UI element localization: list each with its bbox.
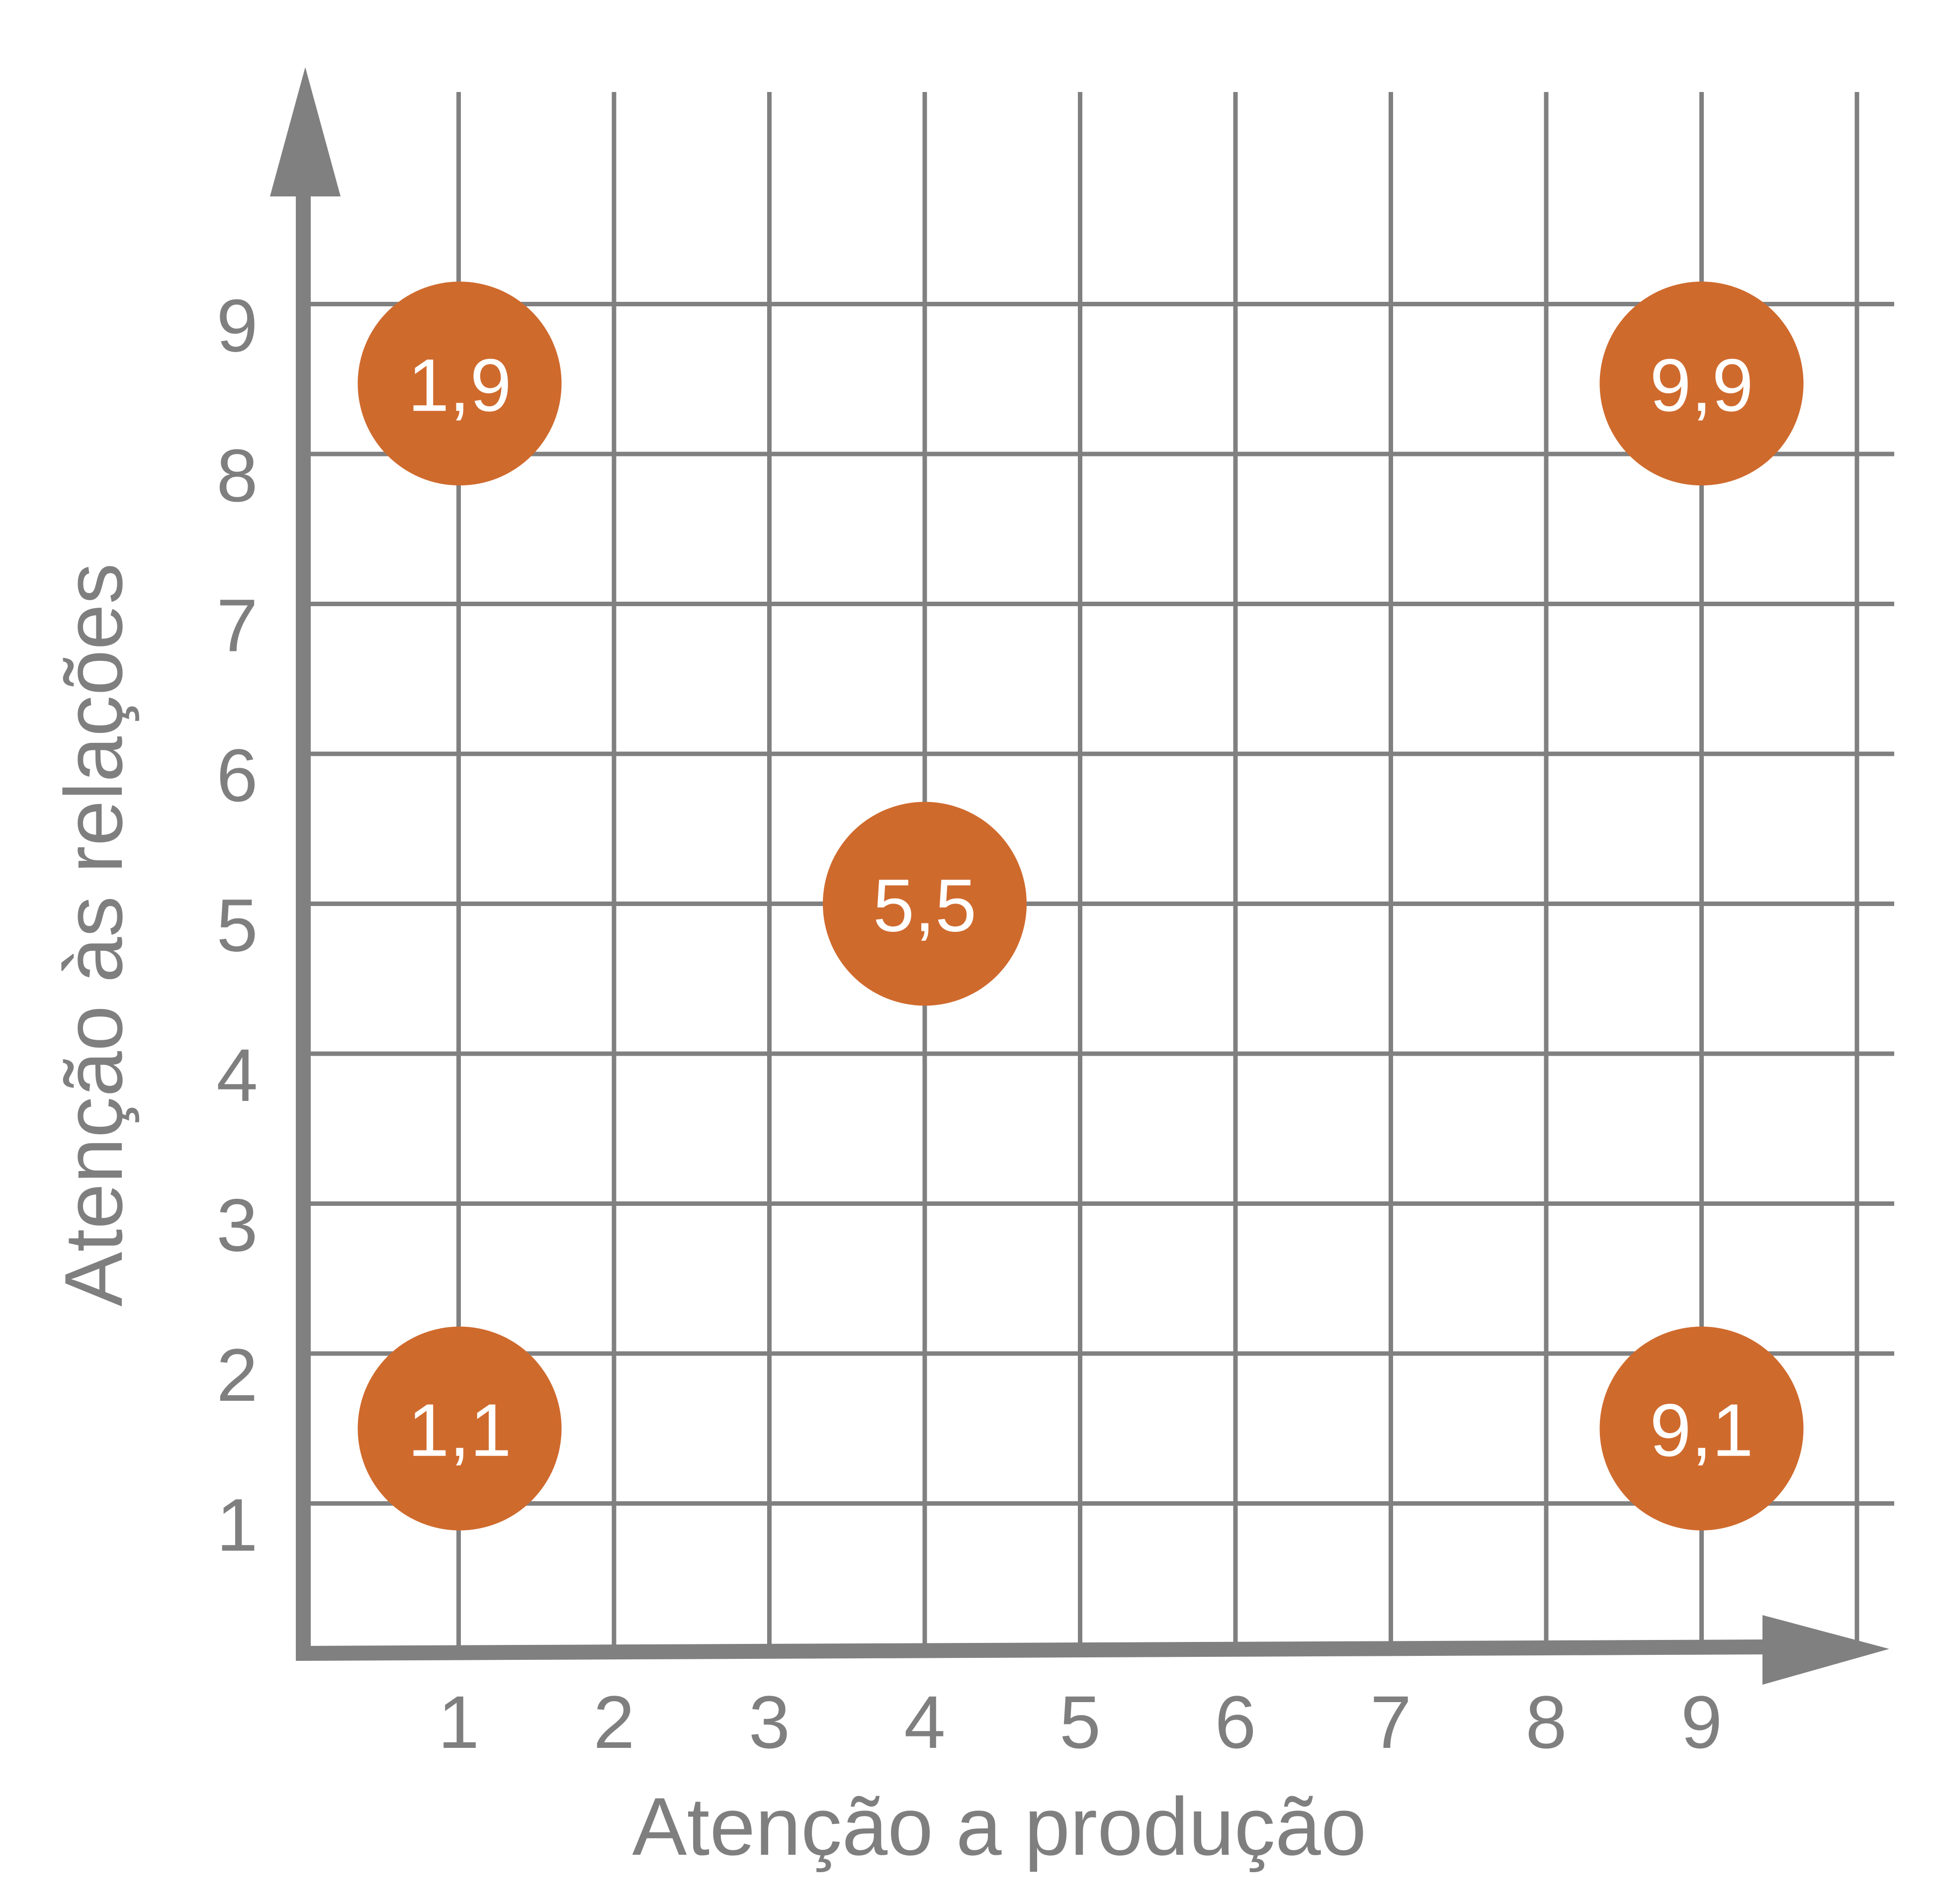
x-tick-label: 1 <box>438 1680 479 1764</box>
data-point-label: 1,1 <box>408 1388 512 1472</box>
x-tick-label: 7 <box>1370 1680 1411 1764</box>
data-point: 1,1 <box>357 1326 562 1531</box>
y-tick-label: 9 <box>216 284 258 367</box>
y-tick-label: 4 <box>216 1033 258 1117</box>
y-tick-labels: 1 2 3 4 5 6 7 8 9 <box>216 284 258 1567</box>
y-axis-title: Atenção às relações <box>48 563 139 1306</box>
x-tick-label: 2 <box>593 1680 634 1764</box>
data-point-marker <box>1599 1326 1804 1531</box>
x-tick-label: 5 <box>1059 1680 1101 1764</box>
axes <box>270 67 1889 1685</box>
x-axis-arrowhead <box>1762 1615 1889 1685</box>
data-point-label: 1,9 <box>408 343 512 427</box>
x-tick-label: 4 <box>904 1680 945 1764</box>
y-tick-label: 2 <box>216 1333 258 1417</box>
y-tick-label: 1 <box>216 1483 258 1567</box>
data-point: 5,5 <box>823 802 1027 1006</box>
x-tick-label: 9 <box>1681 1680 1722 1764</box>
y-axis-arrowhead <box>270 67 341 196</box>
data-points: 1,9 9,9 5,5 1,1 9,1 <box>357 281 1804 1531</box>
data-point: 1,9 <box>357 281 562 486</box>
data-point-label: 9,9 <box>1650 343 1754 427</box>
data-point: 9,9 <box>1599 281 1804 486</box>
x-tick-label: 6 <box>1215 1680 1256 1764</box>
grid-lines <box>303 92 1894 1653</box>
data-point-marker <box>1599 281 1804 486</box>
data-point-marker <box>823 802 1027 1006</box>
x-axis-title: Atenção a produção <box>632 1781 1367 1872</box>
data-point-marker <box>357 281 562 486</box>
data-point-label: 5,5 <box>873 864 977 947</box>
data-point: 9,1 <box>1599 1326 1804 1531</box>
y-tick-label: 6 <box>216 733 258 817</box>
y-tick-label: 7 <box>216 584 258 667</box>
y-tick-label: 5 <box>216 884 258 967</box>
data-point-marker <box>357 1326 562 1531</box>
x-tick-labels: 1 2 3 4 5 6 7 8 9 <box>438 1680 1722 1764</box>
x-tick-label: 8 <box>1525 1680 1567 1764</box>
x-axis-line <box>295 1639 1770 1661</box>
x-tick-label: 3 <box>749 1680 790 1764</box>
y-tick-label: 3 <box>216 1183 258 1267</box>
data-point-label: 9,1 <box>1650 1388 1754 1472</box>
y-tick-label: 8 <box>216 434 258 517</box>
